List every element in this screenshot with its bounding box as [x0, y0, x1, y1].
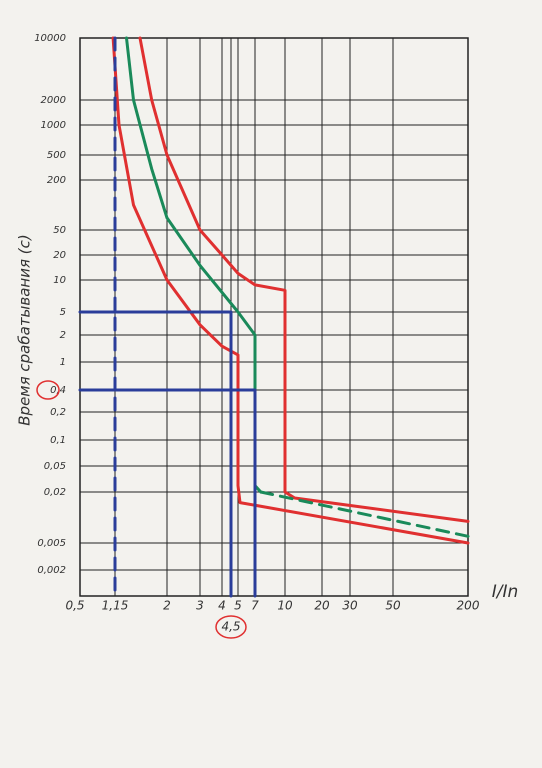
x-tick-label: 4: [218, 599, 226, 613]
series-line: [78, 388, 257, 598]
y-axis-label: Время срабатывания (с): [16, 234, 34, 425]
series-line: [111, 36, 470, 545]
x-tick-label: 2: [163, 599, 171, 613]
x-tick-label: 4,5: [221, 620, 240, 634]
x-tick-label: 0,5: [65, 599, 84, 613]
tick-circle: [36, 380, 60, 400]
tick-circle: [215, 615, 247, 639]
y-tick-label: 2: [60, 330, 66, 341]
y-tick-label: 0,002: [37, 565, 66, 576]
y-tick-label: 500: [47, 150, 66, 161]
x-tick-label: 1,15: [102, 599, 129, 613]
y-tick-label: 0,4: [50, 385, 66, 396]
y-tick-label: 20: [53, 250, 66, 261]
y-tick-label: 0,05: [44, 461, 66, 472]
y-tick-label: 0,2: [50, 407, 66, 418]
x-tick-label: 20: [314, 599, 330, 613]
series-line: [259, 490, 470, 538]
x-tick-label: 3: [196, 599, 204, 613]
y-tick-label: 0,005: [37, 538, 66, 549]
y-tick-label: 1000: [41, 120, 66, 131]
x-tick-label: 5: [234, 599, 242, 613]
x-tick-label: 10: [277, 599, 293, 613]
y-tick-label: 2000: [41, 95, 66, 106]
y-tick-label: 1: [60, 357, 66, 368]
series-line: [125, 36, 263, 494]
series-line: [78, 310, 233, 598]
y-tick-label: 0,1: [50, 435, 66, 446]
y-tick-label: 50: [53, 225, 66, 236]
x-tick-label: 200: [457, 599, 480, 613]
series-line: [138, 36, 470, 523]
y-tick-label: 10: [53, 275, 66, 286]
x-tick-label: 7: [251, 599, 259, 613]
y-tick-label: 5: [60, 307, 66, 318]
x-tick-label: 50: [385, 599, 401, 613]
y-tick-label: 200: [47, 175, 66, 186]
x-tick-label: 30: [342, 599, 358, 613]
y-tick-label: 0,02: [44, 487, 66, 498]
x-axis-label: I/In: [492, 582, 519, 602]
y-tick-label: 10000: [34, 33, 66, 44]
